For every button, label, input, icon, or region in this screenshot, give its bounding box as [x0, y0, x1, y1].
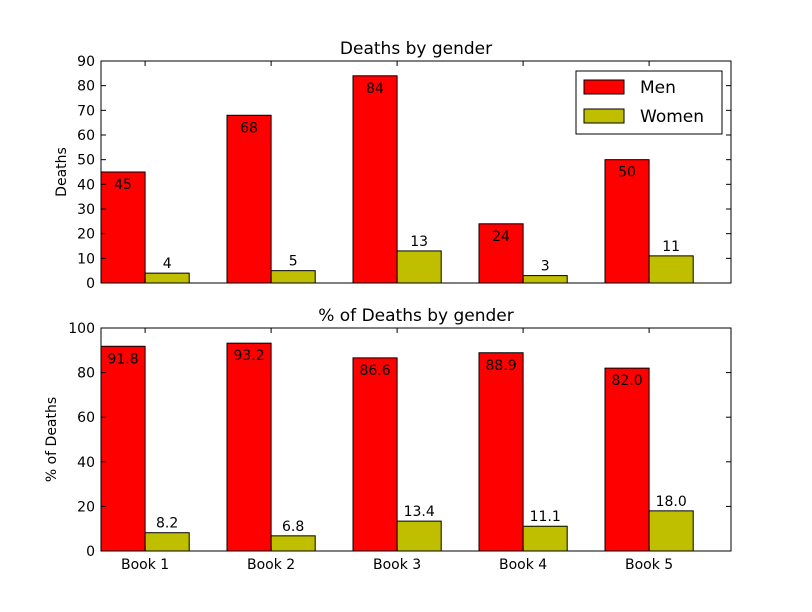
bar-women: [144, 532, 190, 552]
bar-value-label: 50: [618, 165, 636, 181]
legend-swatch-men: [583, 79, 625, 95]
bar-value-label: 91.8: [107, 351, 138, 367]
bar-men: [100, 345, 146, 552]
y-tick-label: 60: [77, 128, 95, 144]
bar-value-label: 13: [410, 234, 428, 250]
bar-women: [144, 272, 190, 284]
y-tick-label: 10: [77, 251, 95, 267]
bar-women: [648, 255, 694, 284]
bar-value-label: 3: [541, 259, 550, 275]
bar-value-label: 93.2: [233, 348, 264, 364]
bar-value-label: 18.0: [656, 494, 687, 510]
y-tick-label: 0: [86, 276, 95, 292]
x-tick-label: Book 2: [247, 557, 295, 573]
y-tick-label: 90: [77, 54, 95, 70]
y-tick-label: 50: [77, 153, 95, 169]
bar-value-label: 88.9: [485, 358, 516, 374]
bar-value-label: 11.1: [530, 509, 561, 525]
bar-men: [352, 357, 398, 552]
bar-women: [648, 510, 694, 552]
bar-value-label: 13.4: [404, 504, 435, 520]
bar-men: [352, 75, 398, 284]
bar-men: [604, 367, 650, 552]
y-tick-label: 30: [77, 202, 95, 218]
bar-men: [226, 114, 272, 284]
bar-men: [478, 223, 524, 284]
bar-women: [522, 275, 568, 284]
bar-women: [396, 250, 442, 284]
legend: Men Women: [575, 70, 723, 135]
x-tick-label: Book 4: [499, 557, 547, 573]
bar-value-label: 6.8: [282, 519, 304, 535]
y-tick-label: 80: [77, 79, 95, 95]
legend-label-men: Men: [640, 78, 676, 98]
y-axis-label: % of Deaths: [44, 397, 60, 482]
bar-women: [522, 525, 568, 552]
bar-value-label: 68: [240, 120, 258, 136]
legend-label-women: Women: [640, 107, 704, 127]
bar-value-label: 45: [114, 177, 132, 193]
bar-value-label: 84: [366, 81, 384, 97]
bar-women: [270, 270, 316, 284]
chart-title: % of Deaths by gender: [318, 306, 514, 326]
bar-value-label: 82.0: [611, 373, 642, 389]
bar-men: [100, 171, 146, 284]
legend-swatch-women: [583, 108, 625, 124]
bar-men: [604, 159, 650, 284]
x-tick-label: Book 1: [121, 557, 169, 573]
y-tick-label: 40: [77, 177, 95, 193]
axes-frame: [100, 60, 732, 284]
bar-value-label: 86.6: [359, 363, 390, 379]
y-tick-label: 0: [86, 544, 95, 560]
chart-title: Deaths by gender: [340, 39, 492, 59]
y-tick-label: 70: [77, 103, 95, 119]
axes-frame: [100, 327, 732, 552]
x-tick-label: Book 5: [625, 557, 673, 573]
bar-women: [270, 535, 316, 552]
x-tick-label: Book 3: [373, 557, 421, 573]
y-axis-label: Deaths: [54, 147, 70, 197]
bar-value-label: 8.2: [156, 516, 178, 532]
bar-men: [226, 342, 272, 552]
bar-women: [396, 520, 442, 552]
y-tick-label: 20: [77, 499, 95, 515]
bar-value-label: 11: [662, 239, 680, 255]
y-tick-label: 40: [77, 455, 95, 471]
bar-value-label: 4: [163, 256, 172, 272]
percent-deaths-by-gender-chart: 91.8 93.2 86.6 88.9 82.0 8.2 6.8 13.4 11.1 18.0 0 2…: [44, 306, 732, 573]
y-tick-label: 20: [77, 227, 95, 243]
y-tick-label: 80: [77, 366, 95, 382]
bar-value-label: 24: [492, 229, 510, 245]
bar-value-label: 5: [289, 254, 298, 270]
y-tick-label: 60: [77, 410, 95, 426]
y-tick-label: 100: [68, 321, 95, 337]
bar-men: [478, 352, 524, 552]
